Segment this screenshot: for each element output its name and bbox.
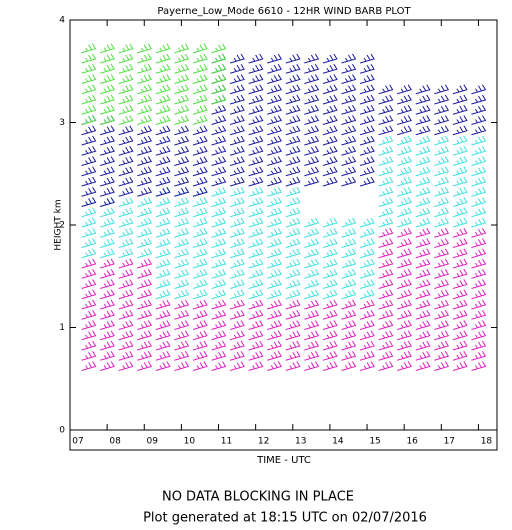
wind-barb-column	[118, 43, 134, 125]
wind-barb-column	[434, 227, 450, 371]
wind-barb-column	[99, 258, 115, 371]
x-tick-label: 14	[332, 437, 344, 447]
wind-barb-column	[452, 135, 468, 228]
wind-barb-column	[229, 186, 245, 300]
wind-barb-column	[267, 186, 282, 300]
y-tick-label: 1	[59, 323, 65, 333]
wind-barb-column	[304, 217, 320, 300]
wind-barb-column	[192, 299, 208, 371]
wind-barb-column	[174, 186, 190, 300]
wind-barb-column	[99, 197, 115, 259]
x-tick-label: 08	[109, 437, 121, 447]
x-tick-label: 18	[481, 437, 493, 447]
wind-barb-column	[378, 84, 394, 136]
wind-barb-column	[174, 299, 190, 371]
wind-barb-column	[341, 53, 357, 187]
wind-barb-column	[99, 43, 115, 125]
wind-barb-column	[471, 84, 487, 136]
wind-barb-column	[211, 299, 227, 371]
wind-barb-column	[322, 299, 338, 371]
wind-barb-column	[99, 115, 115, 207]
wind-barb-column	[415, 227, 431, 371]
wind-barb-column	[359, 217, 375, 300]
x-tick-label: 13	[295, 437, 306, 447]
x-tick-label: 17	[444, 437, 455, 447]
x-axis-strip	[69, 429, 498, 451]
wind-barb-column	[285, 186, 301, 300]
wind-barb-column	[118, 197, 134, 259]
wind-barb-column	[211, 53, 227, 187]
wind-barb-column	[137, 125, 153, 197]
wind-barb-column	[434, 135, 450, 228]
wind-barb-column	[211, 186, 227, 300]
wind-barb-column	[192, 186, 208, 300]
wind-barb-column	[304, 53, 320, 187]
wind-barb-column	[471, 135, 487, 228]
wind-barb-column	[322, 53, 338, 187]
wind-barb-column	[229, 299, 245, 371]
wind-barb-column	[248, 299, 264, 371]
wind-barb-column	[359, 53, 375, 187]
wind-barb-column	[415, 135, 431, 228]
y-tick-label: 4	[59, 16, 65, 26]
wind-barb-column	[118, 258, 134, 371]
x-tick-label: 16	[406, 437, 418, 447]
wind-barb-column	[248, 186, 264, 300]
wind-barb-column	[285, 53, 301, 187]
wind-barb-column	[137, 43, 153, 125]
wind-barb-column	[81, 115, 97, 207]
wind-barb-column	[174, 125, 190, 197]
wind-barb-column	[174, 43, 190, 125]
wind-barb-column	[155, 43, 171, 125]
wind-barb-column	[155, 125, 171, 197]
y-tick-label: 3	[59, 118, 65, 128]
wind-barb-column	[155, 186, 171, 300]
wind-barb-column	[341, 217, 357, 300]
chart-title: Payerne_Low_Mode 6610 - 12HR WIND BARB P…	[157, 6, 411, 17]
wind-barb-column	[137, 197, 153, 259]
wind-barb-column	[229, 53, 245, 187]
y-axis-label: HEIGHT km	[54, 199, 64, 250]
x-tick-label: 12	[258, 437, 269, 447]
wind-barb-column	[359, 299, 375, 371]
wind-barb-column	[322, 217, 338, 300]
wind-barb-column	[378, 135, 394, 228]
x-tick-label: 07	[72, 437, 83, 447]
wind-barb-column	[397, 135, 412, 228]
x-tick-label: 09	[147, 437, 159, 447]
wind-barb-column	[211, 43, 227, 105]
x-tick-label: 15	[369, 437, 380, 447]
wind-barb-column	[415, 84, 431, 136]
wind-barb-column	[471, 227, 487, 371]
wind-barb-column	[434, 84, 450, 136]
wind-barb-column	[452, 84, 468, 136]
plot-frame	[69, 19, 498, 431]
wind-barb-column	[378, 227, 394, 371]
wind-barb-column	[192, 43, 208, 125]
wind-barb-column	[397, 227, 412, 371]
x-tick-label: 10	[184, 437, 196, 447]
x-axis-label: TIME - UTC	[256, 455, 311, 466]
y-tick-label: 2	[59, 221, 65, 231]
wind-barb-column	[267, 299, 282, 371]
wind-barb-column	[285, 299, 301, 371]
wind-barb-column	[452, 227, 468, 371]
wind-barb-column	[81, 258, 97, 371]
wind-barb-column	[155, 299, 171, 371]
x-tick-label: 11	[221, 437, 232, 447]
wind-barb-column	[192, 125, 208, 197]
wind-barb-column	[341, 299, 357, 371]
footnote: Plot generated at 18:15 UTC on 02/07/201…	[143, 511, 427, 526]
wind-barb-column	[248, 53, 264, 187]
footer: NO DATA BLOCKING IN PLACE	[162, 490, 354, 505]
wind-barb-column	[304, 299, 320, 371]
wind-barb-column	[397, 84, 412, 136]
wind-barb-column	[81, 197, 97, 259]
wind-barb-column	[267, 53, 282, 187]
wind-barb-column	[81, 43, 97, 125]
y-tick-label: 0	[59, 426, 65, 436]
wind-barb-column	[118, 125, 134, 197]
wind-barb-column	[137, 258, 153, 371]
